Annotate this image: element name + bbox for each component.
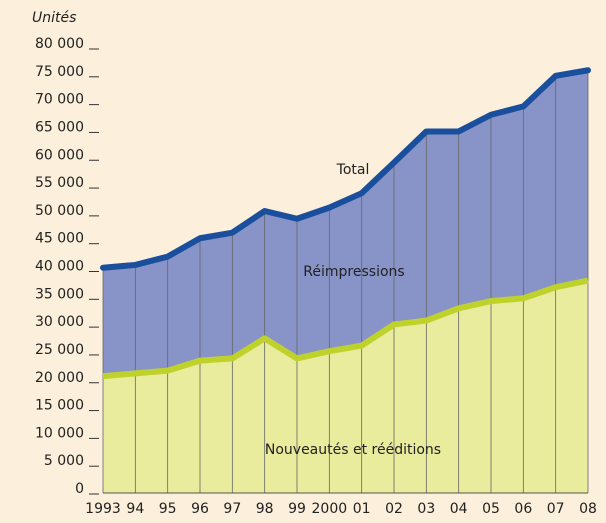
y-tick-label: 10 000: [35, 425, 84, 441]
x-tick-label: 95: [159, 501, 177, 517]
area: [103, 280, 588, 493]
y-tick-label: 55 000: [35, 175, 84, 191]
y-tick-label: 30 000: [35, 314, 84, 330]
y-tick-label: 25 000: [35, 342, 84, 358]
annotation: Total: [336, 162, 370, 178]
x-tick-label: 97: [223, 501, 241, 517]
x-tick-label: 98: [256, 501, 274, 517]
x-tick-label: 07: [547, 501, 565, 517]
x-tick-label: 02: [385, 501, 403, 517]
x-tick-label: 94: [126, 501, 144, 517]
x-tick-label: 04: [450, 501, 468, 517]
y-tick-label: 50 000: [35, 203, 84, 219]
y-tick-label: 35 000: [35, 286, 84, 302]
y-tick-label: 0: [75, 481, 84, 497]
y-tick-label: 5 000: [44, 453, 84, 469]
x-tick-label: 03: [417, 501, 435, 517]
x-tick-label: 08: [579, 501, 597, 517]
series-label: Réimpressions: [303, 264, 404, 280]
y-tick-label: 75 000: [35, 64, 84, 80]
x-tick-label: 1993: [85, 501, 121, 517]
y-tick-label: 45 000: [35, 231, 84, 247]
x-tick-label: 06: [514, 501, 532, 517]
y-tick-label: 40 000: [35, 259, 84, 275]
series-label: Nouveautés et rééditions: [265, 442, 441, 458]
y-tick-label: 65 000: [35, 119, 84, 135]
x-tick-label: 01: [353, 501, 371, 517]
area: [103, 70, 588, 377]
y-tick-label: 20 000: [35, 370, 84, 386]
line: [100, 67, 591, 271]
x-tick-label: 2000: [312, 501, 348, 517]
y-tick-label: 60 000: [35, 147, 84, 163]
y-tick-label: 80 000: [35, 36, 84, 52]
y-tick-label: 70 000: [35, 92, 84, 108]
x-tick-label: 05: [482, 501, 500, 517]
line: [102, 277, 589, 380]
y-axis-label: Unités: [32, 10, 76, 26]
x-tick-label: 96: [191, 501, 209, 517]
x-tick-label: 99: [288, 501, 306, 517]
y-tick-label: 15 000: [35, 398, 84, 414]
